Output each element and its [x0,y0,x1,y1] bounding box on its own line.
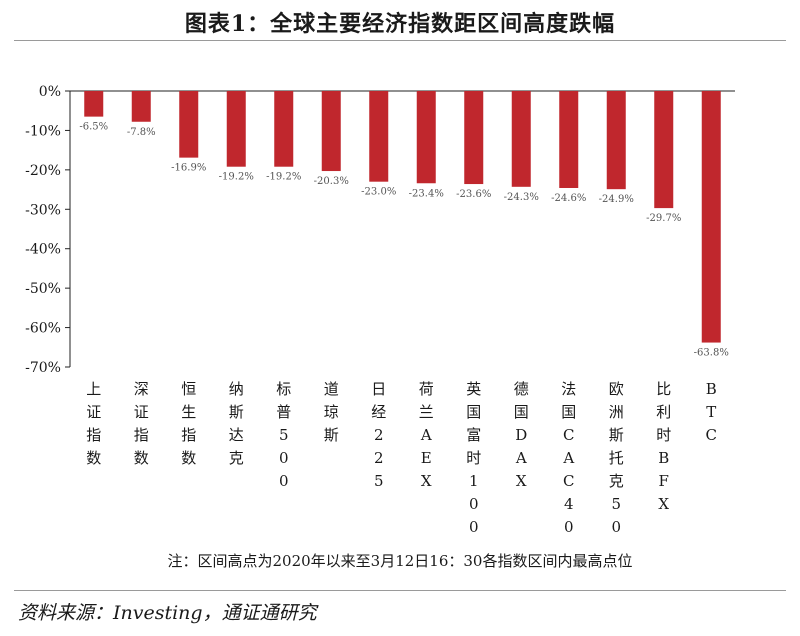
category-label: 比利时 B F X [656,380,671,513]
bar [84,91,104,117]
data-labels: -6.5% -7.8% -16.9% -19.2% -19.2% -20.3% -23.0%… [79,122,728,359]
data-label: -23.6% [456,189,491,200]
bar [654,91,674,209]
y-tick-label: 0% [39,84,61,100]
bar [606,91,626,190]
data-label: -19.2% [219,172,254,183]
data-label: -63.8% [694,348,729,359]
data-label: -19.2% [266,172,301,183]
category-label: 法国 C A C 4 0 [561,380,576,536]
data-label: -6.5% [79,122,108,133]
data-label: -24.9% [599,194,634,205]
bar [511,91,531,187]
y-tick-label: -30% [25,202,61,218]
bar [226,91,246,167]
bar [179,91,199,158]
bar [369,91,389,182]
bar [416,91,436,184]
y-tick-label: -70% [25,360,61,376]
category-label: 日经 2 2 5 [371,380,386,490]
category-label: 荷兰 A E X [419,380,434,490]
y-tick-label: -60% [25,321,61,337]
source-line: 资料来源：Investing，通证通研究 [18,602,317,624]
category-label: 深证指数 [134,380,149,467]
category-label: 德国 D A X [514,380,529,490]
bars [84,91,721,343]
bar-chart: 0% -10% -20% -30% -40% -50% -60% -70% -6.5% -7.8… [25,84,735,536]
category-label: 恒生指数 [181,380,196,467]
data-label: -23.4% [409,188,444,199]
bar [274,91,294,167]
bar [131,91,151,122]
category-label: 标普 5 0 0 [276,380,291,490]
bar [559,91,579,188]
source-divider [14,590,786,591]
category-label: 道琼斯 [324,380,339,444]
y-tick-label: -10% [25,123,61,139]
data-label: -16.9% [171,163,206,174]
title-divider [14,40,786,41]
data-label: -7.8% [127,127,156,138]
chart-note: 注：区间高点为2020年以来至3月12日16：30各指数区间内最高点位 [167,552,633,570]
bar [321,91,341,172]
data-label: -24.3% [504,192,539,203]
data-label: -20.3% [314,176,349,187]
bar [701,91,721,343]
data-label: -23.0% [361,187,396,198]
y-tick-label: -50% [25,281,61,297]
data-label: -24.6% [551,193,586,204]
category-label: 英国富时 1 0 0 [466,380,481,536]
y-tick-label: -40% [25,242,61,258]
chart-title: 图表1：全球主要经济指数距区间高度跌幅 [184,11,616,37]
y-tick-label: -20% [25,163,61,179]
category-labels: 上证指数 深证指数 恒生指数 纳斯达克 标普 5 0 0 道琼斯 日经 2 2 5 荷兰 A E X 英国富时 1 0… [86,380,717,536]
category-label: 欧洲斯托克 5 0 [609,380,624,536]
bar [464,91,484,185]
category-label: 上证指数 [86,380,101,467]
category-label: 纳斯达克 [229,380,244,467]
data-label: -29.7% [646,213,681,224]
